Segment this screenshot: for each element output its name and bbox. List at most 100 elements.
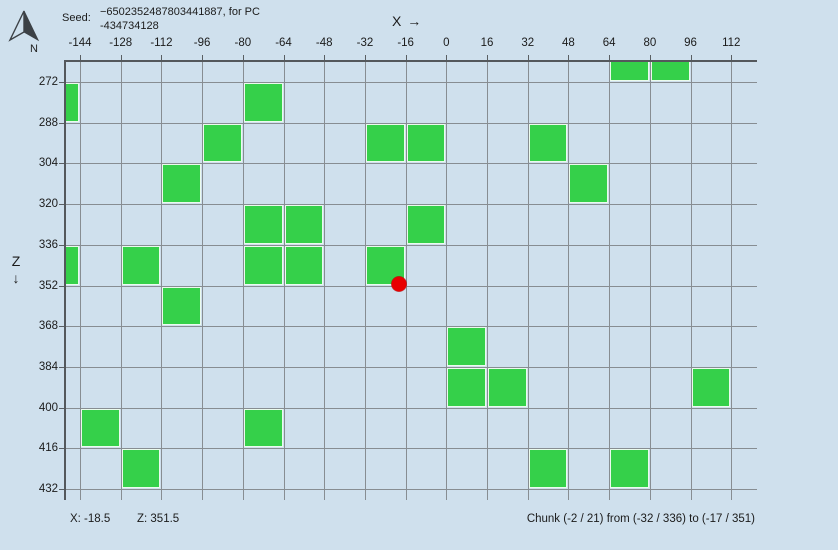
x-axis-tick [120, 55, 122, 60]
x-axis-tick [649, 55, 651, 60]
z-axis-tick-label: 288 [38, 116, 58, 129]
gridline-vertical [364, 62, 366, 500]
gridline-horizontal [66, 163, 757, 165]
z-axis-tick [59, 326, 64, 328]
slime-chunk-cell [243, 245, 283, 285]
x-axis-tick [568, 55, 570, 60]
slime-chunk-cell [528, 449, 568, 489]
slime-chunk-cell [406, 205, 446, 244]
seed-value-primary: −6502352487803441887, for PC [100, 6, 260, 18]
slime-chunk-cell [243, 408, 283, 448]
z-axis-tick-label: 320 [38, 198, 58, 211]
gridline-horizontal [66, 326, 757, 328]
gridline-horizontal [66, 285, 757, 287]
x-axis-tick [364, 55, 366, 60]
slime-chunk-cell [284, 245, 324, 285]
x-axis-tick-label: 96 [684, 37, 697, 49]
x-axis-tick [202, 55, 204, 60]
z-axis-tick [59, 448, 64, 450]
gridline-vertical [242, 62, 244, 500]
slime-chunk-cell [203, 123, 242, 163]
slime-chunk-cell [66, 83, 79, 122]
slime-chunk-cell [691, 367, 731, 407]
slime-chunk-cell [528, 123, 568, 163]
gridline-vertical [609, 62, 611, 500]
x-axis-tick-label: -128 [109, 37, 133, 49]
z-axis-tick-label: 304 [38, 157, 58, 170]
x-axis-tick [161, 55, 163, 60]
x-axis-tick [609, 55, 611, 60]
z-axis-letter: Z [11, 253, 21, 269]
x-axis-tick-label: -16 [397, 37, 414, 49]
x-axis-title: X → [392, 13, 423, 29]
slime-chunk-cell [650, 62, 690, 81]
x-axis-tick-label: 16 [480, 37, 494, 49]
z-axis-tick-label: 272 [38, 76, 58, 88]
z-axis-tick [59, 366, 64, 368]
slime-chunk-cell [569, 164, 609, 204]
x-axis-tick-label: 112 [722, 37, 741, 49]
z-axis-tick-label: 432 [38, 483, 58, 496]
chunk-map[interactable] [64, 60, 757, 500]
x-axis-tick [731, 55, 733, 60]
gridline-vertical [731, 62, 733, 500]
z-axis-tick-label: 416 [38, 442, 58, 455]
compass-n-letter: N [30, 43, 38, 55]
z-axis-tick [59, 407, 64, 409]
x-axis-tick [283, 55, 285, 60]
z-axis-tick [59, 285, 64, 287]
slime-chunk-cell [284, 205, 324, 244]
z-axis-tick [59, 204, 64, 206]
slime-chunk-cell [406, 123, 446, 163]
gridline-vertical [80, 62, 81, 500]
x-axis-tick [242, 55, 244, 60]
gridline-horizontal [66, 244, 757, 246]
compass-north-icon: N [8, 10, 40, 55]
gridline-vertical [161, 62, 163, 500]
slime-chunk-cell [488, 367, 527, 407]
x-axis-tick-label: 64 [602, 37, 616, 49]
gridline-vertical [120, 62, 122, 500]
x-axis-tick-label: -80 [234, 37, 252, 49]
slime-chunk-cell [610, 449, 649, 489]
z-axis-title: Z ↓ [9, 253, 23, 287]
slime-chunk-cell [365, 123, 405, 163]
gridline-vertical [649, 62, 651, 500]
seed-label: Seed: [62, 12, 91, 24]
x-axis-tick-label: -112 [150, 37, 173, 49]
x-axis-tick [487, 55, 489, 60]
x-axis-tick [324, 55, 326, 60]
gridline-horizontal [66, 82, 757, 83]
x-axis-tick-label: -32 [356, 37, 374, 49]
player-position-marker[interactable] [391, 276, 407, 292]
x-axis-tick-label: -144 [68, 37, 92, 49]
z-axis-tick [59, 122, 64, 124]
x-axis-tick [446, 55, 448, 60]
slime-chunk-cell [447, 327, 487, 366]
slime-chunk-cell [243, 205, 283, 244]
z-axis-arrow-icon: ↓ [12, 270, 20, 286]
gridline-vertical [568, 62, 570, 500]
slime-chunk-cell [66, 245, 79, 285]
z-axis-tick [59, 489, 64, 491]
x-axis-tick [405, 55, 407, 60]
gridline-horizontal [66, 366, 757, 368]
x-axis-tick [690, 55, 692, 60]
slime-chunk-cell [162, 286, 202, 326]
x-axis-tick-label: 80 [643, 37, 657, 49]
x-axis-tick-label: -48 [315, 37, 333, 49]
gridline-horizontal [66, 204, 757, 206]
gridline-vertical [324, 62, 326, 500]
x-axis-tick-label: -64 [275, 37, 292, 49]
seed-value: −6502352487803441887, for PC -434734128 [100, 5, 260, 33]
gridline-vertical [690, 62, 692, 500]
gridline-vertical [446, 62, 448, 500]
slime-chunk-cell [447, 367, 487, 407]
x-axis-tick-label: 0 [443, 37, 450, 49]
gridline-horizontal [66, 448, 757, 450]
gridline-horizontal [66, 489, 757, 491]
seed-value-secondary: -434734128 [100, 20, 159, 32]
x-axis-tick [527, 55, 529, 60]
status-x-coordinate: X: -18.5 [70, 513, 111, 525]
